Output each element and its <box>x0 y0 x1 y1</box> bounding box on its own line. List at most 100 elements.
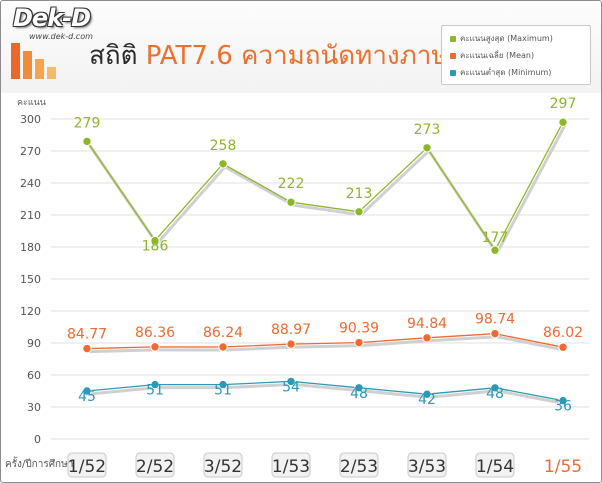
data-label: 186 <box>142 239 169 255</box>
y-tick-layer: 0 30 60 90 120 150 180 210 240 270 300 <box>20 113 41 446</box>
data-label: 86.02 <box>543 325 583 341</box>
category-label: 2/52 <box>136 457 174 477</box>
data-point <box>422 143 432 153</box>
y-tick-label: 240 <box>20 177 41 190</box>
category-label: 2/53 <box>340 457 378 477</box>
y-tick-label: 270 <box>20 145 41 158</box>
data-label: 51 <box>214 383 232 399</box>
data-label: 48 <box>486 386 504 402</box>
data-label: 84.77 <box>67 327 107 343</box>
legend-item-max: คะแนนสูงสุด (Maximum) <box>450 32 553 45</box>
category-label: 1/55 <box>544 457 582 477</box>
y-tick-label: 0 <box>34 433 41 446</box>
data-point <box>218 159 228 169</box>
data-point <box>422 333 432 343</box>
x-axis-label: ครั้ง/ปีการศึกษา <box>5 456 73 470</box>
category-label: 1/52 <box>68 457 106 477</box>
data-label: 48 <box>350 386 368 402</box>
y-tick-label: 180 <box>20 241 41 254</box>
data-point <box>354 207 364 217</box>
data-label: 88.97 <box>271 322 311 338</box>
series-line-shadow <box>88 335 566 354</box>
data-point <box>490 383 500 393</box>
category-box <box>67 452 107 478</box>
category-label: 3/52 <box>204 457 242 477</box>
series-2: 45 51 51 54 48 42 48 36 <box>78 376 572 415</box>
category-box <box>339 452 379 478</box>
data-label: 273 <box>414 122 441 138</box>
data-point <box>150 379 160 390</box>
data-label: 51 <box>146 383 164 399</box>
data-label: 36 <box>554 399 572 415</box>
category-box <box>135 452 175 478</box>
data-point <box>490 245 500 255</box>
legend-label-max: คะแนนสูงสุด (Maximum) <box>460 34 553 43</box>
data-label: 90.39 <box>339 321 379 337</box>
data-point <box>82 136 92 147</box>
data-label: 45 <box>78 389 96 405</box>
data-label: 94.84 <box>407 316 447 332</box>
legend-swatch-mean <box>450 52 456 59</box>
data-point <box>558 342 568 352</box>
data-label: 213 <box>346 186 373 202</box>
grid-layer <box>51 118 589 440</box>
y-tick-label: 60 <box>27 369 41 382</box>
y-tick-label: 90 <box>27 337 41 350</box>
series-line <box>86 333 564 350</box>
data-point <box>218 379 228 390</box>
data-point <box>422 389 432 399</box>
y-tick-label: 300 <box>20 113 41 126</box>
data-point <box>82 386 92 396</box>
data-label: 98.74 <box>475 312 515 328</box>
series-line-shadow <box>88 382 566 406</box>
data-label: 222 <box>278 176 305 192</box>
data-label: 42 <box>418 392 436 408</box>
legend-swatch-min <box>450 69 456 76</box>
data-label: 177 <box>482 230 509 246</box>
data-point <box>354 383 364 393</box>
data-point <box>286 197 296 207</box>
data-label: 297 <box>550 96 577 112</box>
data-point <box>286 339 296 349</box>
data-point <box>218 342 228 352</box>
data-label: 86.24 <box>203 325 243 341</box>
brand-logo: Dek-D <box>13 4 91 32</box>
category-layer: 1/52 2/52 3/52 1/53 2/53 3/53 1/54 1/55 <box>67 452 582 478</box>
y-tick-label: 120 <box>20 305 41 318</box>
data-point <box>286 376 296 387</box>
legend-label-mean: คะแนนเฉลี่ย (Mean) <box>460 51 535 60</box>
data-point <box>150 235 160 246</box>
bar-chart-icon <box>11 43 56 79</box>
data-label: 54 <box>282 379 300 395</box>
series-0: 279 186 258 222 213 273 177 297 <box>74 96 577 255</box>
brand-url: www.dek-d.com <box>29 32 93 41</box>
data-label: 279 <box>74 115 101 131</box>
category-box <box>475 452 515 478</box>
legend-label-min: คะแนนต่ำสุด (Minimum) <box>460 68 552 77</box>
category-label: 1/53 <box>272 457 310 477</box>
data-point <box>490 328 500 339</box>
series-1: 84.77 86.36 86.24 88.97 90.39 94.84 98.74 86.02 <box>67 312 583 354</box>
legend: คะแนนสูงสุด (Maximum) คะแนนเฉลี่ย (Mean)… <box>441 25 591 85</box>
data-point <box>354 337 364 348</box>
category-box <box>407 452 447 478</box>
data-point <box>150 342 160 352</box>
y-tick-label: 150 <box>20 273 41 286</box>
legend-swatch-max <box>450 35 456 42</box>
category-box <box>271 452 311 478</box>
category-label: 3/53 <box>408 457 446 477</box>
legend-item-min: คะแนนต่ำสุด (Minimum) <box>450 66 551 79</box>
category-box <box>203 452 243 478</box>
data-point <box>558 395 568 406</box>
series-line <box>86 121 564 251</box>
data-label: 86.36 <box>135 325 175 341</box>
y-axis-label: คะแนน <box>17 98 46 108</box>
data-label: 258 <box>210 138 237 154</box>
chart-title-lead: สถิติ <box>89 41 138 71</box>
y-tick-label: 30 <box>27 401 41 414</box>
legend-item-mean: คะแนนเฉลี่ย (Mean) <box>450 49 534 62</box>
series-line <box>86 380 564 402</box>
category-label: 1/54 <box>476 457 514 477</box>
data-point <box>82 343 92 354</box>
